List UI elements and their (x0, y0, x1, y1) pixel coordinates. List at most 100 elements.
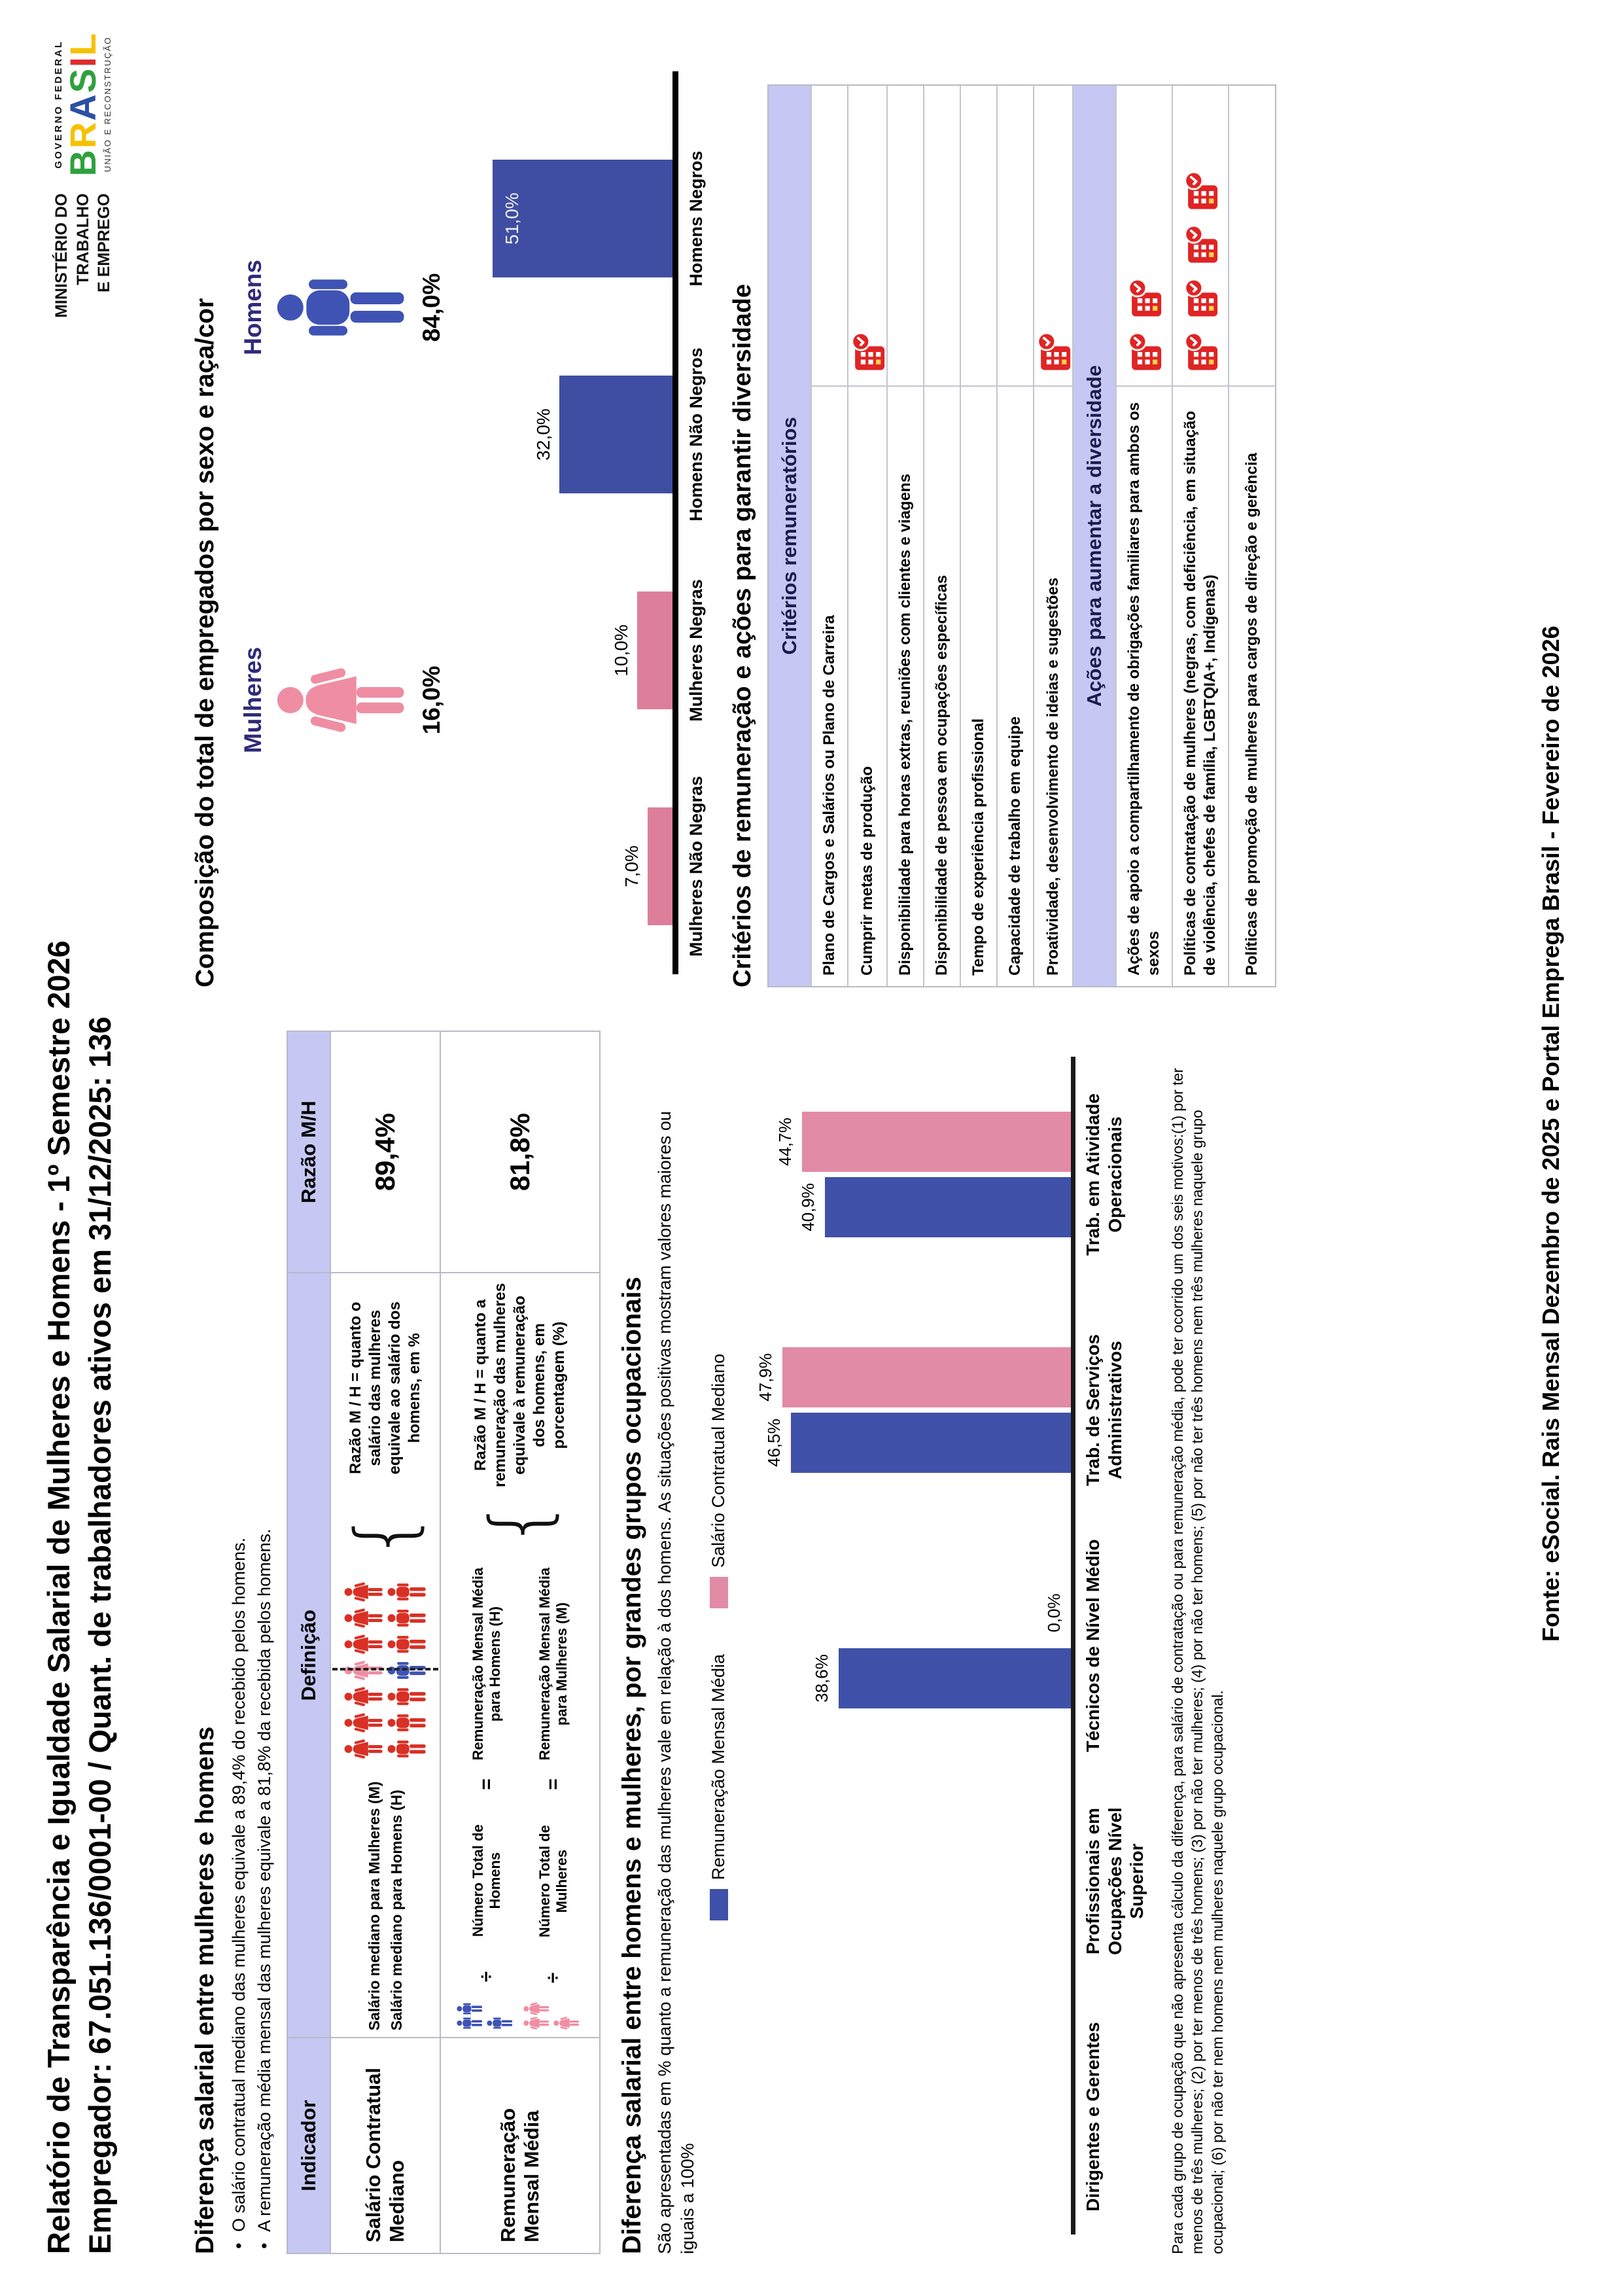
left-column: Diferença salarial entre mulheres e home… (191, 1020, 1227, 2254)
header-razao: Razão M/H (287, 1031, 330, 1273)
group-bar (802, 1112, 1072, 1172)
brace-glyph: { (474, 1498, 565, 1549)
group-bar-value-label: 47,9% (756, 1353, 776, 1402)
criteria-adoption-icons (1117, 86, 1172, 387)
criteria-adoption-icons (812, 86, 847, 387)
man-figure-icon (487, 2017, 513, 2029)
brasil-logo: GOVERNO FEDERAL BRASIL UNIÃO E RECONSTRU… (53, 32, 113, 177)
legend-swatch (709, 1889, 728, 1921)
group-bar-value-label: 38,6% (812, 1654, 832, 1703)
man-figure-icon (457, 2017, 483, 2029)
report-subtitle: Empregador: 67.051.136/0001-00 / Quant. … (82, 1016, 118, 2254)
criteria-label: Capacidade de trabalho em equipe (1006, 716, 1024, 976)
criteria-row: Tempo de experiência profissional (960, 86, 996, 986)
establishment-check-icon (1183, 332, 1219, 372)
criteria-row: Ações de apoio a compartilhamento de obr… (1115, 86, 1172, 986)
indicator-table-header-row: Indicador Definição Razão M/H (287, 1031, 330, 2253)
woman-figure-icon (344, 1739, 383, 1759)
row2-ratio-explainer: Razão M / H = quanto a remuneração das m… (472, 1282, 568, 1488)
woman-figure-icon (344, 1687, 383, 1707)
criteria-row: Proatividade, desenvolvimento de ideias … (1033, 86, 1072, 986)
man-figure-icon (387, 1636, 426, 1653)
bullet-median-salary: O salário contratual mediano das mulhere… (229, 1020, 249, 2254)
right-column: Composição do total de empregados por se… (191, 26, 1276, 987)
group-slot-3: 46,5% 47,9% (744, 1292, 1072, 1528)
legend-swatch (709, 1577, 728, 1609)
brasil-wordmark: BRASIL (62, 32, 104, 177)
man-icon (277, 279, 404, 336)
group-bar (782, 1347, 1072, 1407)
group-bar-value-label: 0,0% (1044, 1593, 1064, 1633)
woman-figure-icon (344, 1713, 383, 1733)
criteria-adoption-icons (961, 86, 996, 387)
category-label: Técnicos de Nível Médio (1083, 1539, 1104, 1752)
establishment-check-icon (1127, 332, 1163, 372)
legend-item: Salário Contratual Mediano (708, 1354, 729, 1609)
header-definicao: Definição (287, 1273, 330, 2038)
section-title-criteria: Critérios de remuneração e ações para ga… (729, 283, 756, 987)
bar-slot-0: 7,0% (463, 758, 672, 974)
establishment-check-icon (850, 332, 886, 372)
row1-ratio-explainer: Razão M / H = quanto o salário das mulhe… (347, 1301, 423, 1475)
criteria-adoption-icons (848, 86, 886, 387)
section-title-pay-gap: Diferença salarial entre mulheres e home… (191, 1726, 219, 2254)
woman-figure-icon (344, 1634, 383, 1655)
report-title: Relatório de Transparência e Igualdade S… (41, 940, 76, 2254)
criteria-adoption-icons (888, 86, 923, 387)
criteria-adoption-icons (1034, 86, 1072, 387)
category-label: Trab. em Atividade Operacionais (1083, 1093, 1125, 1256)
criteria-label: Políticas de contratação de mulheres (ne… (1181, 411, 1219, 976)
x-axis-line (1071, 1057, 1076, 2234)
establishment-check-icon (1183, 278, 1219, 318)
criteria-adoption-icons (1229, 86, 1275, 387)
man-figure-icon (387, 1688, 426, 1706)
source-line: Fonte: eSocial. Rais Mensal Dezembro de … (1537, 626, 1564, 1642)
men-label: Homens (239, 259, 266, 355)
criteria-adoption-icons (998, 86, 1033, 387)
row2-ratio-value: 81,8% (440, 1031, 600, 1273)
man-figure-icon (387, 1714, 426, 1732)
criteria-label: Ações de apoio a compartilhamento de obr… (1125, 402, 1162, 976)
criteria-label: Proatividade, desenvolvimento de ideias … (1044, 577, 1062, 976)
category-label: Trab. de Serviços Administrativos (1083, 1334, 1125, 1486)
bar-value-label: 10,0% (611, 624, 631, 677)
woman-figure-icon (523, 2017, 550, 2030)
category-label: Dirigentes e Gerentes (1083, 2022, 1104, 2212)
composition-bar (559, 376, 672, 493)
median-dashed-line (332, 1668, 438, 1671)
bar-slot-3: 51,0% (463, 111, 672, 327)
criteria-header-band: Critérios remuneratórios (769, 86, 811, 986)
man-figure-icon (387, 1740, 426, 1758)
man-figure-icon (387, 1583, 426, 1601)
women-composition: Mulheres 16,0% (239, 647, 445, 753)
actions-header-band: Ações para aumentar a diversidade (1072, 86, 1115, 986)
criteria-row: Cumprir metas de produção (847, 86, 886, 986)
brace-glyph: { (340, 1510, 430, 1561)
establishment-check-icon (1127, 278, 1163, 318)
group-bar (839, 1648, 1072, 1708)
category-label: Mulheres Negras (686, 579, 706, 722)
legend-label: Remuneração Mensal Média (708, 1654, 729, 1881)
criteria-row: Disponibilidade de pessoa em ocupações e… (923, 86, 960, 986)
indicator-table: Indicador Definição Razão M/H Salário Co… (287, 1031, 601, 2254)
bar-slot-1: 10,0% (463, 542, 672, 758)
criteria-label: Disponibilidade de pessoa em ocupações e… (933, 574, 951, 976)
chart-legend: Remuneração Mensal Média Salário Contratu… (708, 1020, 729, 2254)
report-title-block: Relatório de Transparência e Igualdade S… (38, 940, 121, 2254)
establishment-check-icon (1183, 224, 1219, 264)
man-figure-icon (457, 2003, 483, 2015)
woman-figure-icon (344, 1582, 383, 1602)
woman-figure-icon (553, 2017, 580, 2030)
criteria-row: Disponibilidade para horas extras, reuni… (886, 86, 923, 986)
row1-definition-lines: Salário mediano para Mulheres (M) Salári… (365, 1781, 406, 2031)
group-bar-value-label: 40,9% (798, 1183, 818, 1231)
men-percentage: 84,0% (418, 273, 445, 342)
table-row-salario-mediano: Salário Contratual Mediano Salário media… (330, 1031, 440, 2253)
summary-bullets: O salário contratual mediano das mulhere… (229, 1020, 275, 2254)
group-bar (825, 1177, 1072, 1237)
woman-icon (277, 667, 404, 733)
group-slot-2: 38,6% 0,0% (744, 1528, 1072, 1763)
group-bar (791, 1413, 1072, 1473)
